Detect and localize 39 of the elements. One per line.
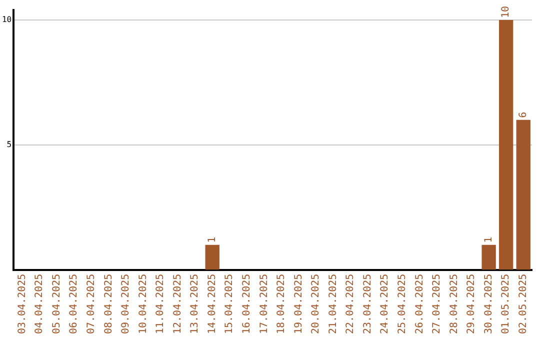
x-tick-label: 13.04.2025 [190, 274, 201, 334]
x-tick-label: 10.04.2025 [138, 274, 149, 334]
x-tick-label: 23.04.2025 [362, 274, 374, 334]
data-label: 1 [206, 236, 218, 243]
x-tick-label: 16.04.2025 [241, 274, 252, 334]
x-tick-label: 15.04.2025 [224, 274, 236, 334]
x-tick-label: 29.04.2025 [466, 274, 478, 334]
x-tick-label: 30.04.2025 [483, 274, 494, 334]
x-tick-label: 07.04.2025 [86, 274, 97, 334]
x-tick-label: 06.04.2025 [68, 274, 80, 334]
x-tick-label: 26.04.2025 [414, 274, 426, 334]
x-tick-label: 02.05.2025 [518, 274, 529, 334]
x-tick-label: 14.04.2025 [206, 274, 218, 334]
x-tick-label: 09.04.2025 [120, 274, 132, 334]
data-label: 10 [500, 6, 512, 18]
x-tick-label: 11.04.2025 [155, 274, 166, 334]
y-tick-label: 5 [6, 140, 12, 149]
bar [516, 120, 530, 270]
bar [482, 244, 496, 270]
x-tick-label: 22.04.2025 [345, 274, 356, 334]
x-tick-label: 12.04.2025 [172, 274, 184, 334]
x-tick-label: 21.04.2025 [328, 274, 339, 334]
x-tick-label: 17.04.2025 [258, 274, 270, 334]
x-tick-label: 20.04.2025 [310, 274, 322, 334]
bar [205, 244, 220, 270]
x-tick-label: 24.04.2025 [380, 274, 391, 334]
x-tick-label: 01.05.2025 [500, 274, 512, 334]
data-label: 6 [518, 112, 529, 118]
x-tick-label: 19.04.2025 [293, 274, 304, 334]
x-tick-label: 25.04.2025 [397, 274, 408, 334]
x-tick-label: 28.04.2025 [448, 274, 460, 334]
data-label: 1 [483, 236, 494, 243]
x-tick-label: 05.04.2025 [51, 274, 62, 334]
x-tick-label: 04.04.2025 [34, 274, 46, 334]
bar [499, 20, 514, 270]
x-tick-label: 27.04.2025 [432, 274, 443, 334]
x-tick-label: 18.04.2025 [276, 274, 288, 334]
x-tick-label: 03.04.2025 [16, 274, 28, 334]
x-tick-label: 08.04.2025 [103, 274, 114, 334]
